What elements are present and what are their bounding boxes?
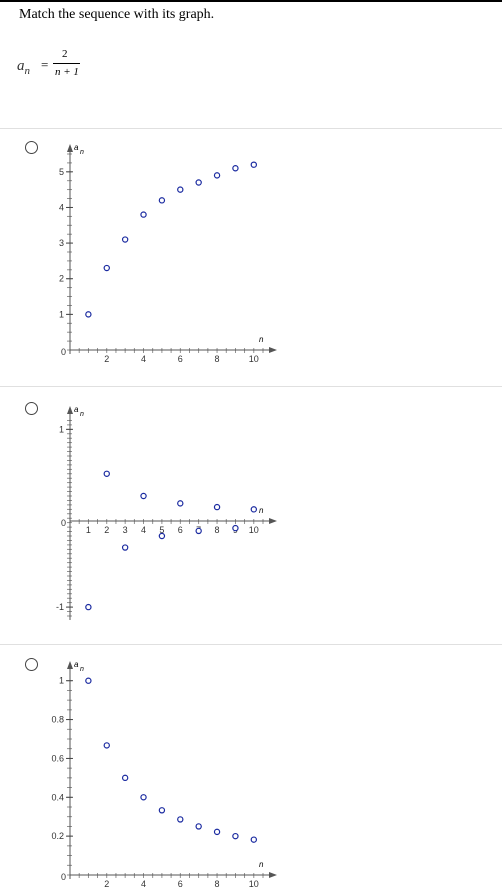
fraction-bar bbox=[53, 63, 80, 64]
origin-label: 0 bbox=[61, 872, 66, 882]
y-tick-label: 4 bbox=[59, 202, 64, 212]
data-point bbox=[195, 527, 202, 535]
data-point bbox=[250, 836, 258, 843]
y-axis-arrow bbox=[67, 144, 73, 152]
x-tick-label: 6 bbox=[178, 525, 183, 535]
y-tick-label: 0.2 bbox=[51, 831, 64, 841]
x-tick-label: 2 bbox=[104, 525, 109, 535]
data-point bbox=[250, 161, 258, 168]
y-tick-label: 0.8 bbox=[51, 715, 64, 725]
sequence-formula: an = 2 n + 1 bbox=[17, 46, 117, 86]
formula-denominator: n + 1 bbox=[55, 66, 79, 78]
x-tick-label: 10 bbox=[249, 354, 259, 364]
data-point bbox=[140, 794, 147, 801]
data-point bbox=[140, 211, 147, 218]
formula-equals: = bbox=[41, 57, 49, 72]
data-point bbox=[195, 179, 202, 186]
data-point bbox=[121, 544, 129, 551]
x-tick-label: 4 bbox=[141, 354, 146, 364]
y-tick-label: 3 bbox=[59, 238, 64, 248]
data-point bbox=[232, 524, 239, 532]
radio-option-c[interactable] bbox=[25, 658, 38, 671]
data-point bbox=[177, 186, 184, 193]
x-tick-label: 10 bbox=[249, 525, 259, 535]
data-point bbox=[177, 500, 184, 507]
y-axis-label: a bbox=[74, 143, 79, 152]
data-point bbox=[250, 506, 258, 513]
y-axis-label-sub: n bbox=[80, 149, 84, 156]
data-point bbox=[103, 264, 110, 272]
data-point bbox=[213, 503, 221, 511]
x-tick-label: 6 bbox=[178, 879, 183, 889]
x-tick-label: 1 bbox=[86, 525, 91, 535]
data-point bbox=[158, 197, 166, 204]
data-point bbox=[213, 172, 221, 179]
y-axis-label-sub: n bbox=[80, 666, 84, 673]
y-tick-label: 1 bbox=[59, 676, 64, 686]
option-divider bbox=[0, 386, 502, 387]
y-tick-label: 2 bbox=[59, 274, 64, 284]
y-tick-label: 0.4 bbox=[51, 792, 64, 802]
option-divider bbox=[0, 128, 502, 129]
graph-option-b[interactable]: nan0123456789101-1 bbox=[0, 390, 290, 630]
data-point bbox=[177, 816, 184, 823]
data-point bbox=[85, 311, 92, 318]
data-point bbox=[158, 532, 166, 540]
data-point bbox=[140, 492, 147, 500]
x-tick-label: 2 bbox=[104, 879, 109, 889]
x-tick-label: 3 bbox=[123, 525, 128, 535]
y-tick-label: 0.6 bbox=[51, 753, 64, 763]
y-tick-label: 1 bbox=[59, 309, 64, 319]
x-axis-arrow bbox=[269, 872, 277, 878]
formula-numerator: 2 bbox=[62, 48, 68, 60]
y-axis-label: a bbox=[74, 660, 79, 669]
y-tick-label: -1 bbox=[56, 602, 64, 612]
x-tick-label: 10 bbox=[249, 879, 259, 889]
formula-lhs: an bbox=[17, 58, 30, 77]
x-axis-label: n bbox=[259, 335, 264, 344]
x-tick-label: 8 bbox=[215, 354, 220, 364]
y-tick-label: 1 bbox=[59, 424, 64, 434]
y-axis-label: a bbox=[74, 405, 79, 414]
y-tick-label: 5 bbox=[59, 167, 64, 177]
data-point bbox=[85, 603, 92, 611]
x-tick-label: 4 bbox=[141, 879, 146, 889]
data-point bbox=[213, 828, 221, 836]
radio-option-a[interactable] bbox=[25, 141, 38, 154]
origin-label: 0 bbox=[61, 518, 66, 528]
x-axis-arrow bbox=[269, 347, 277, 353]
x-tick-label: 8 bbox=[215, 525, 220, 535]
data-point bbox=[121, 236, 129, 243]
data-point bbox=[232, 832, 239, 840]
x-axis-arrow bbox=[269, 518, 277, 524]
y-axis-label-sub: n bbox=[80, 411, 84, 418]
data-point bbox=[195, 823, 202, 830]
x-tick-label: 5 bbox=[159, 525, 164, 535]
y-axis-arrow bbox=[67, 661, 73, 669]
question-prompt: Match the sequence with its graph. bbox=[19, 7, 215, 22]
x-tick-label: 4 bbox=[141, 525, 146, 535]
data-point bbox=[158, 807, 166, 814]
data-point bbox=[121, 774, 129, 782]
x-tick-label: 8 bbox=[215, 879, 220, 889]
data-point bbox=[103, 742, 110, 749]
option-divider bbox=[0, 644, 502, 645]
data-point bbox=[103, 470, 110, 477]
y-axis-arrow bbox=[67, 406, 73, 414]
top-border bbox=[0, 0, 502, 2]
radio-option-b[interactable] bbox=[25, 402, 38, 415]
x-tick-label: 6 bbox=[178, 354, 183, 364]
x-tick-label: 2 bbox=[104, 354, 109, 364]
origin-label: 0 bbox=[61, 347, 66, 357]
x-axis-label: n bbox=[259, 860, 264, 869]
x-axis-label: n bbox=[259, 506, 264, 515]
data-point bbox=[85, 677, 92, 684]
data-point bbox=[232, 165, 239, 172]
